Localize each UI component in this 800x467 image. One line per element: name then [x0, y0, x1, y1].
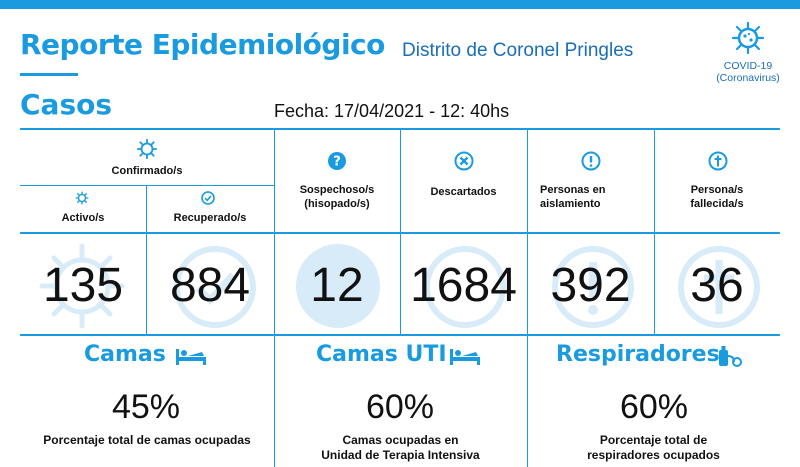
question-icon: ? [328, 152, 346, 170]
x-watermark-icon [424, 246, 506, 328]
top-bar [0, 0, 800, 9]
recuperados-label: Recuperado/s [173, 212, 247, 224]
title-underline [20, 73, 78, 76]
aislamiento-value: 392 [550, 259, 631, 312]
cross-watermark-icon [678, 246, 760, 328]
uti-description-line2: Unidad de Terapia Intensiva [321, 448, 480, 462]
fallecidos-value: 36 [690, 259, 744, 312]
cross-icon [708, 151, 728, 171]
respiradores-percentage: 60% [619, 388, 689, 426]
uti-description: Camas ocupadas en Unidad de Terapia Inte… [274, 433, 527, 463]
report-date: Fecha: 17/04/2021 - 12: 40hs [274, 101, 510, 121]
grid-vline-2 [274, 128, 275, 467]
activos-label: Activo/s [61, 212, 105, 224]
respiradores-description-line2: respiradores ocupados [587, 448, 720, 462]
question-watermark-icon [296, 244, 380, 328]
activos-value: 135 [42, 259, 124, 312]
sospechosos-label-line1: Sospechoso/s [299, 184, 375, 196]
virus-icon [731, 21, 765, 55]
covid-label: COVID-19 [723, 60, 773, 72]
respirator-icon [719, 346, 742, 367]
aislamiento-label-line1: Personas en [540, 184, 606, 196]
check-icon [201, 191, 215, 205]
exclamation-icon [581, 151, 601, 171]
grid-vline-4 [527, 128, 528, 467]
uti-description-line1: Camas ocupadas en [342, 433, 459, 447]
covid-sublabel: (Coronavirus) [716, 72, 780, 84]
bed-icon [176, 349, 206, 365]
svg-text:?: ? [333, 155, 341, 170]
confirmados-label: Confirmado/s [111, 165, 183, 177]
uti-bed-icon [450, 349, 480, 365]
x-icon [454, 151, 474, 171]
section-title-casos: Casos [20, 88, 113, 121]
fallecidos-label-line1: Persona/s [690, 184, 744, 196]
descartados-value: 1684 [410, 259, 517, 312]
virus-watermark-icon [39, 243, 125, 329]
virus-icon [136, 138, 158, 160]
grid-vline-5 [654, 128, 655, 335]
uti-percentage: 60% [365, 388, 435, 426]
aislamiento-label: Personas en aislamiento [540, 183, 640, 211]
camas-description: Porcentaje total de camas ocupadas [43, 433, 251, 447]
grid-vline-3 [400, 128, 401, 335]
grid-header-line-left [20, 185, 274, 186]
grid-vline-1 [146, 185, 147, 335]
grid-bottom-line [20, 334, 780, 336]
page-title: Reporte Epidemiológico [20, 28, 385, 61]
sospechosos-label: Sospechoso/s (hisopado/s) [274, 183, 400, 211]
sospechosos-value: 12 [310, 259, 364, 312]
recuperados-value: 884 [169, 259, 251, 312]
camas-percentage: 45% [111, 388, 181, 426]
fallecidos-label-line2: fallecida/s [690, 198, 744, 210]
sospechosos-label-line2: (hisopado/s) [304, 198, 370, 210]
check-watermark-icon [174, 246, 256, 328]
exclamation-watermark-icon [552, 246, 634, 328]
descartados-label: Descartados [430, 186, 497, 198]
fallecidos-label: Persona/s fallecida/s [654, 183, 780, 211]
respiradores-title: Respiradores [556, 342, 720, 367]
virus-icon [75, 191, 89, 205]
respiradores-description-line1: Porcentaje total de [599, 433, 708, 447]
uti-title: Camas UTI [316, 342, 447, 367]
camas-title: Camas [84, 342, 166, 367]
respiradores-description: Porcentaje total de respiradores ocupado… [527, 433, 780, 463]
page-subtitle: Distrito de Coronel Pringles [402, 40, 634, 61]
aislamiento-label-line2: aislamiento [540, 198, 601, 210]
covid-badge: COVID-19 (Coronavirus) [706, 20, 790, 84]
